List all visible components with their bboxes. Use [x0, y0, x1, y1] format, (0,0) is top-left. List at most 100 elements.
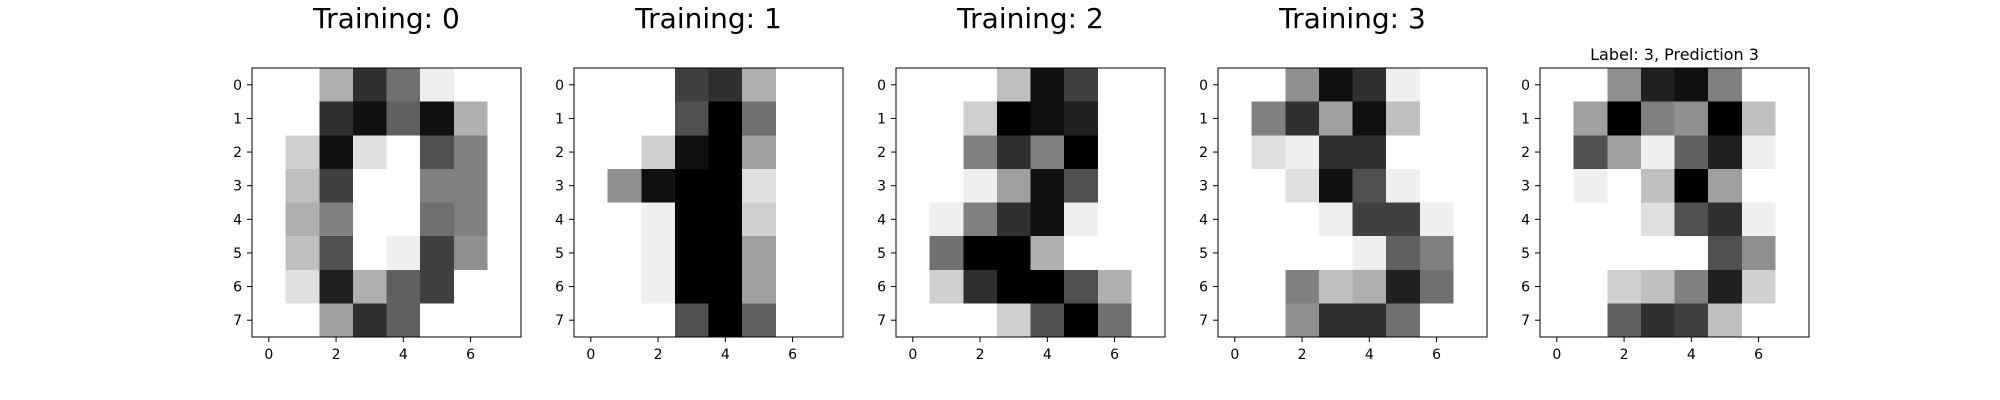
pixel-cell	[1318, 168, 1354, 204]
pixel-cell	[1030, 168, 1065, 204]
pixel-cell	[1218, 135, 1253, 170]
pixel-cell	[319, 202, 354, 237]
pixel-cell	[453, 101, 488, 136]
pixel-cell	[1064, 68, 1099, 103]
pixel-cell	[1064, 303, 1099, 338]
y-tick-label: 0	[1199, 78, 1208, 94]
pixel-cell	[1030, 202, 1065, 237]
pixel-cell	[1318, 236, 1354, 271]
pixel-cell	[809, 269, 844, 304]
y-tick-label: 4	[877, 212, 886, 228]
pixel-cell	[1285, 303, 1320, 338]
pixel-cell	[996, 168, 1032, 204]
pixel-cell	[574, 168, 609, 204]
pixel-cell	[1607, 68, 1642, 103]
x-tick-label: 4	[399, 347, 408, 363]
pixel-cell	[896, 303, 931, 338]
pixel-cell	[708, 101, 743, 136]
pixel-cell	[352, 236, 388, 271]
pixel-cell	[1097, 135, 1132, 170]
y-tick-label: 1	[1521, 111, 1530, 127]
pixel-cell	[1318, 269, 1354, 304]
pixel-cell	[1030, 303, 1065, 338]
y-tick-label: 7	[1521, 313, 1530, 329]
pixel-cell	[1775, 68, 1810, 103]
axes-frame	[573, 67, 844, 338]
pixel-cell	[607, 168, 642, 204]
pixel-cell	[252, 303, 287, 338]
pixel-cell	[1607, 168, 1642, 204]
pixel-cell	[1540, 135, 1575, 170]
pixel-cell	[929, 269, 964, 304]
pixel-cell	[775, 303, 810, 338]
pixel-cell	[487, 168, 522, 204]
pixel-cell	[963, 269, 998, 304]
pixel-cell	[453, 236, 488, 271]
pixel-cell	[1131, 303, 1166, 338]
pixel-cell	[1453, 236, 1488, 271]
y-tick-label: 6	[1521, 280, 1530, 296]
pixel-cell	[1131, 269, 1166, 304]
pixel-cell	[1741, 202, 1776, 237]
x-tick-label: 2	[1620, 347, 1629, 363]
pixel-cell	[285, 101, 320, 136]
pixel-cell	[1607, 236, 1642, 271]
pixel-cell	[1708, 135, 1743, 170]
pixel-cell	[1131, 236, 1166, 271]
pixel-cell	[607, 135, 642, 170]
pixel-cell	[352, 303, 388, 338]
pixel-cell	[352, 135, 388, 170]
pixel-cell	[1708, 202, 1743, 237]
pixel-cell	[1131, 68, 1166, 103]
pixel-cell	[742, 269, 777, 304]
pixel-cell	[607, 236, 642, 271]
pixel-cell	[1251, 236, 1286, 271]
pixel-cell	[1640, 269, 1676, 304]
panel-title: Training: 2	[956, 2, 1104, 35]
pixel-cell	[996, 68, 1032, 103]
x-tick-label: 0	[264, 347, 273, 363]
pixel-cell	[420, 303, 455, 338]
pixel-cell	[1352, 68, 1387, 103]
pixel-cell	[1030, 269, 1065, 304]
pixel-cell	[574, 68, 609, 103]
pixel-cell	[487, 269, 522, 304]
pixel-cell	[1419, 168, 1454, 204]
pixel-cell	[386, 303, 421, 338]
pixel-cell	[1573, 303, 1608, 338]
panel-title: Training: 3	[1278, 2, 1426, 35]
pixel-cell	[1318, 135, 1354, 170]
pixel-cell	[453, 168, 488, 204]
pixel-cell	[453, 135, 488, 170]
pixel-cell	[1708, 303, 1743, 338]
pixel-cell	[1419, 101, 1454, 136]
y-tick-label: 3	[1521, 179, 1530, 195]
pixel-cell	[319, 135, 354, 170]
pixel-cell	[1540, 168, 1575, 204]
pixel-cell	[1775, 236, 1810, 271]
pixel-cell	[1131, 168, 1166, 204]
pixel-cell	[252, 236, 287, 271]
pixel-cell	[420, 101, 455, 136]
pixel-cell	[641, 202, 676, 237]
pixel-cell	[1540, 236, 1575, 271]
y-tick-label: 2	[877, 145, 886, 161]
pixel-cell	[1064, 135, 1099, 170]
pixel-cell	[285, 303, 320, 338]
pixel-cell	[775, 101, 810, 136]
pixel-cell	[1640, 68, 1676, 103]
pixel-cell	[1607, 101, 1642, 136]
y-tick-label: 4	[233, 212, 242, 228]
pixel-cell	[742, 236, 777, 271]
pixel-cell	[1218, 68, 1253, 103]
digit-panel-2: Training: 2 0 2 4 6 0 1 2 3 4 5 6 7	[877, 2, 1166, 363]
y-tick-label: 3	[877, 179, 886, 195]
pixel-cell	[1131, 135, 1166, 170]
pixel-cell	[1386, 68, 1421, 103]
pixel-cell	[1131, 101, 1166, 136]
pixel-cell	[1640, 236, 1676, 271]
pixel-cell	[996, 202, 1032, 237]
pixel-cell	[1218, 236, 1253, 271]
pixel-cell	[674, 135, 710, 170]
pixel-cell	[574, 269, 609, 304]
